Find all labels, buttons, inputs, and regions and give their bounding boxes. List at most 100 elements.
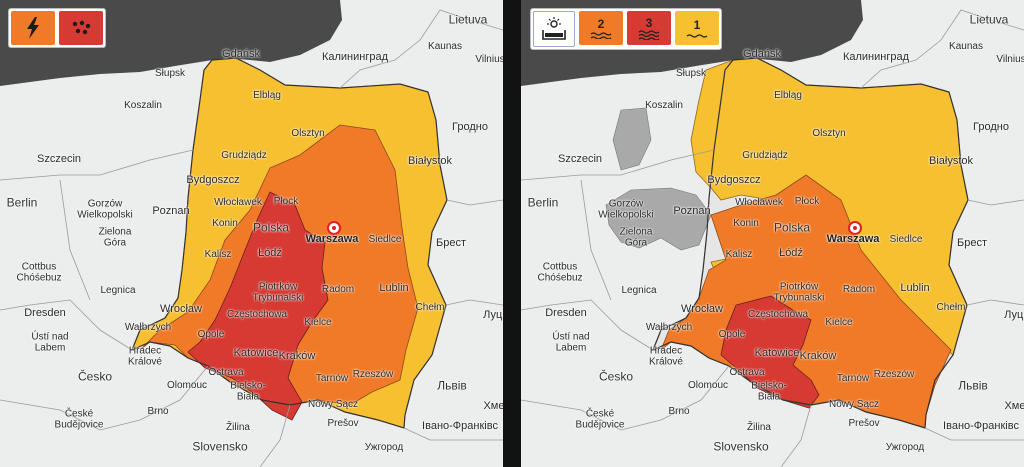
place-label-krakow: Kraków — [799, 350, 837, 363]
place-label-siedlce: Siedlce — [889, 233, 923, 245]
place-label-zielona-gora: Zielona Góra — [619, 226, 653, 248]
place-label-zilina: Žilina — [226, 421, 250, 433]
lightning-icon — [27, 17, 39, 39]
place-label-tarnow: Tarnów — [836, 372, 870, 384]
place-label-olsztyn: Olsztyn — [291, 127, 325, 139]
place-label-hradec: Hradec Králové — [128, 345, 162, 367]
place-label-dresden: Dresden — [24, 307, 66, 320]
place-label-poznan: Poznań — [673, 205, 711, 218]
poland-region-level3 — [187, 191, 329, 421]
place-label-grudziadz: Grudziądz — [221, 149, 267, 161]
place-label-wloclawek: Włocławek — [214, 196, 262, 208]
place-label-krakow: Kraków — [278, 350, 316, 363]
place-label-walbrzych: Wałbrzych — [645, 321, 693, 333]
place-label-slovensko: Slovensko — [713, 439, 769, 454]
place-label-olomouc: Olomouc — [166, 379, 208, 391]
place-label-bialystok: Białystok — [407, 155, 453, 168]
place-label-kalisz: Kalisz — [725, 248, 753, 260]
place-label-ceske: České Budějovice — [54, 408, 104, 430]
level-1-wave-icon — [686, 34, 708, 38]
place-label-konin: Konin — [733, 217, 759, 229]
place-label-brno: Brno — [147, 405, 169, 417]
level-2-wave-icon — [590, 32, 612, 39]
place-label-nowy-sacz: Nowy Sącz — [828, 398, 880, 410]
place-label-kielce: Kielce — [825, 316, 853, 328]
poland-region-level3 — [720, 295, 820, 409]
left-map-canvas — [0, 0, 503, 467]
place-label-elblag: Elbląg — [253, 89, 281, 101]
place-label-wroclaw: Wrocław — [160, 303, 202, 316]
capital-marker — [848, 221, 862, 235]
place-label-ostrava: Ostrava — [208, 366, 244, 378]
place-label-olsztyn: Olsztyn — [812, 127, 846, 139]
capital-marker — [327, 221, 341, 235]
place-label-kaliningrad: Калининград — [842, 51, 910, 64]
right-map-legend: 2 3 1 — [530, 8, 722, 50]
place-label-lutsk: Луцьк — [1004, 309, 1024, 322]
place-label-bielsko: Bielsko- Biała — [230, 380, 266, 402]
place-label-siedlce: Siedlce — [368, 233, 402, 245]
place-label-cesko: Česko — [77, 369, 113, 384]
place-label-ostrava: Ostrava — [729, 366, 765, 378]
place-label-rzeszow: Rzeszów — [873, 368, 915, 380]
place-label-grodno: Гродно — [973, 121, 1009, 134]
place-label-grodno: Гродно — [452, 121, 488, 134]
place-label-zielona-gora: Zielona Góra — [98, 226, 132, 248]
place-label-brest: Брест — [436, 237, 466, 250]
place-label-tarnow: Tarnów — [315, 372, 349, 384]
place-label-gorzow: Gorzów Wielkopolski — [77, 198, 133, 220]
place-label-ivano: Івано-Франківс — [943, 420, 1019, 433]
place-label-lodz: Łódź — [258, 247, 282, 260]
inactive-grey-zones — [605, 107, 712, 251]
place-label-gdansk: Gdańsk — [222, 48, 260, 61]
place-label-khmel: Хмел — [483, 400, 503, 413]
place-label-lodz: Łódź — [779, 247, 803, 260]
place-label-katowice: Katowice — [233, 347, 279, 360]
place-label-polska: Polska — [252, 220, 290, 235]
place-label-berlin: Berlin — [6, 195, 38, 210]
place-label-szczecin: Szczecin — [557, 153, 603, 166]
place-label-piotrkow: Piotrków Trybunalski — [773, 281, 825, 303]
place-label-olomouc: Olomouc — [687, 379, 729, 391]
place-label-grudziadz: Grudziądz — [742, 149, 788, 161]
place-label-lviv: Львів — [437, 378, 467, 393]
level-1-label: 1 — [693, 18, 701, 32]
place-label-lutsk: Луцьк — [483, 309, 503, 322]
left-warning-map[interactable]: Lietuva Kaunas Vilnius Калининград Gdańsk Elb… — [0, 0, 503, 467]
legend-tile-heat — [533, 11, 575, 47]
place-label-wroclaw: Wrocław — [681, 303, 723, 316]
poland-border — [130, 57, 448, 429]
place-label-uzhhorod: Ужгород — [364, 441, 404, 453]
place-label-presov: Prešov — [848, 417, 880, 429]
place-label-vilnius: Vilnius — [996, 53, 1024, 65]
place-label-cottbus: Cottbus Chóśebuz — [537, 261, 583, 283]
left-map-legend — [8, 8, 106, 48]
place-label-radom: Radom — [321, 283, 355, 295]
neighbor-borders — [521, 9, 1024, 467]
place-label-vilnius: Vilnius — [475, 53, 503, 65]
level-3-label: 3 — [645, 16, 653, 30]
place-label-lietuva: Lietuva — [969, 12, 1009, 27]
place-label-chelm: Chełm — [936, 301, 966, 313]
heat-icon — [542, 17, 566, 40]
place-label-cesko: Česko — [598, 369, 634, 384]
right-warning-map[interactable]: 2 3 1 Lietuva Kaunas Vilnius Калининград Gda… — [521, 0, 1024, 467]
place-label-kaunas: Kaunas — [428, 40, 462, 52]
place-label-plock: Płock — [273, 195, 299, 207]
place-label-opole: Opole — [718, 328, 746, 340]
place-label-szczecin: Szczecin — [36, 153, 82, 166]
place-label-gdansk: Gdańsk — [743, 48, 781, 61]
place-label-bielsko: Bielsko- Biała — [751, 380, 787, 402]
place-label-polska: Polska — [773, 220, 811, 235]
place-label-katowice: Katowice — [754, 347, 800, 360]
place-label-zilina: Žilina — [747, 421, 771, 433]
place-label-rzeszow: Rzeszów — [352, 368, 394, 380]
place-label-bialystok: Białystok — [928, 155, 974, 168]
place-label-wloclawek: Włocławek — [735, 196, 783, 208]
legend-tile-level2: 2 — [579, 11, 623, 45]
place-label-opole: Opole — [197, 328, 225, 340]
place-label-lublin: Lublin — [379, 282, 409, 295]
place-label-cottbus: Cottbus Chóśebuz — [16, 261, 62, 283]
poland-border — [651, 57, 969, 429]
legend-tile-hail — [59, 11, 103, 45]
